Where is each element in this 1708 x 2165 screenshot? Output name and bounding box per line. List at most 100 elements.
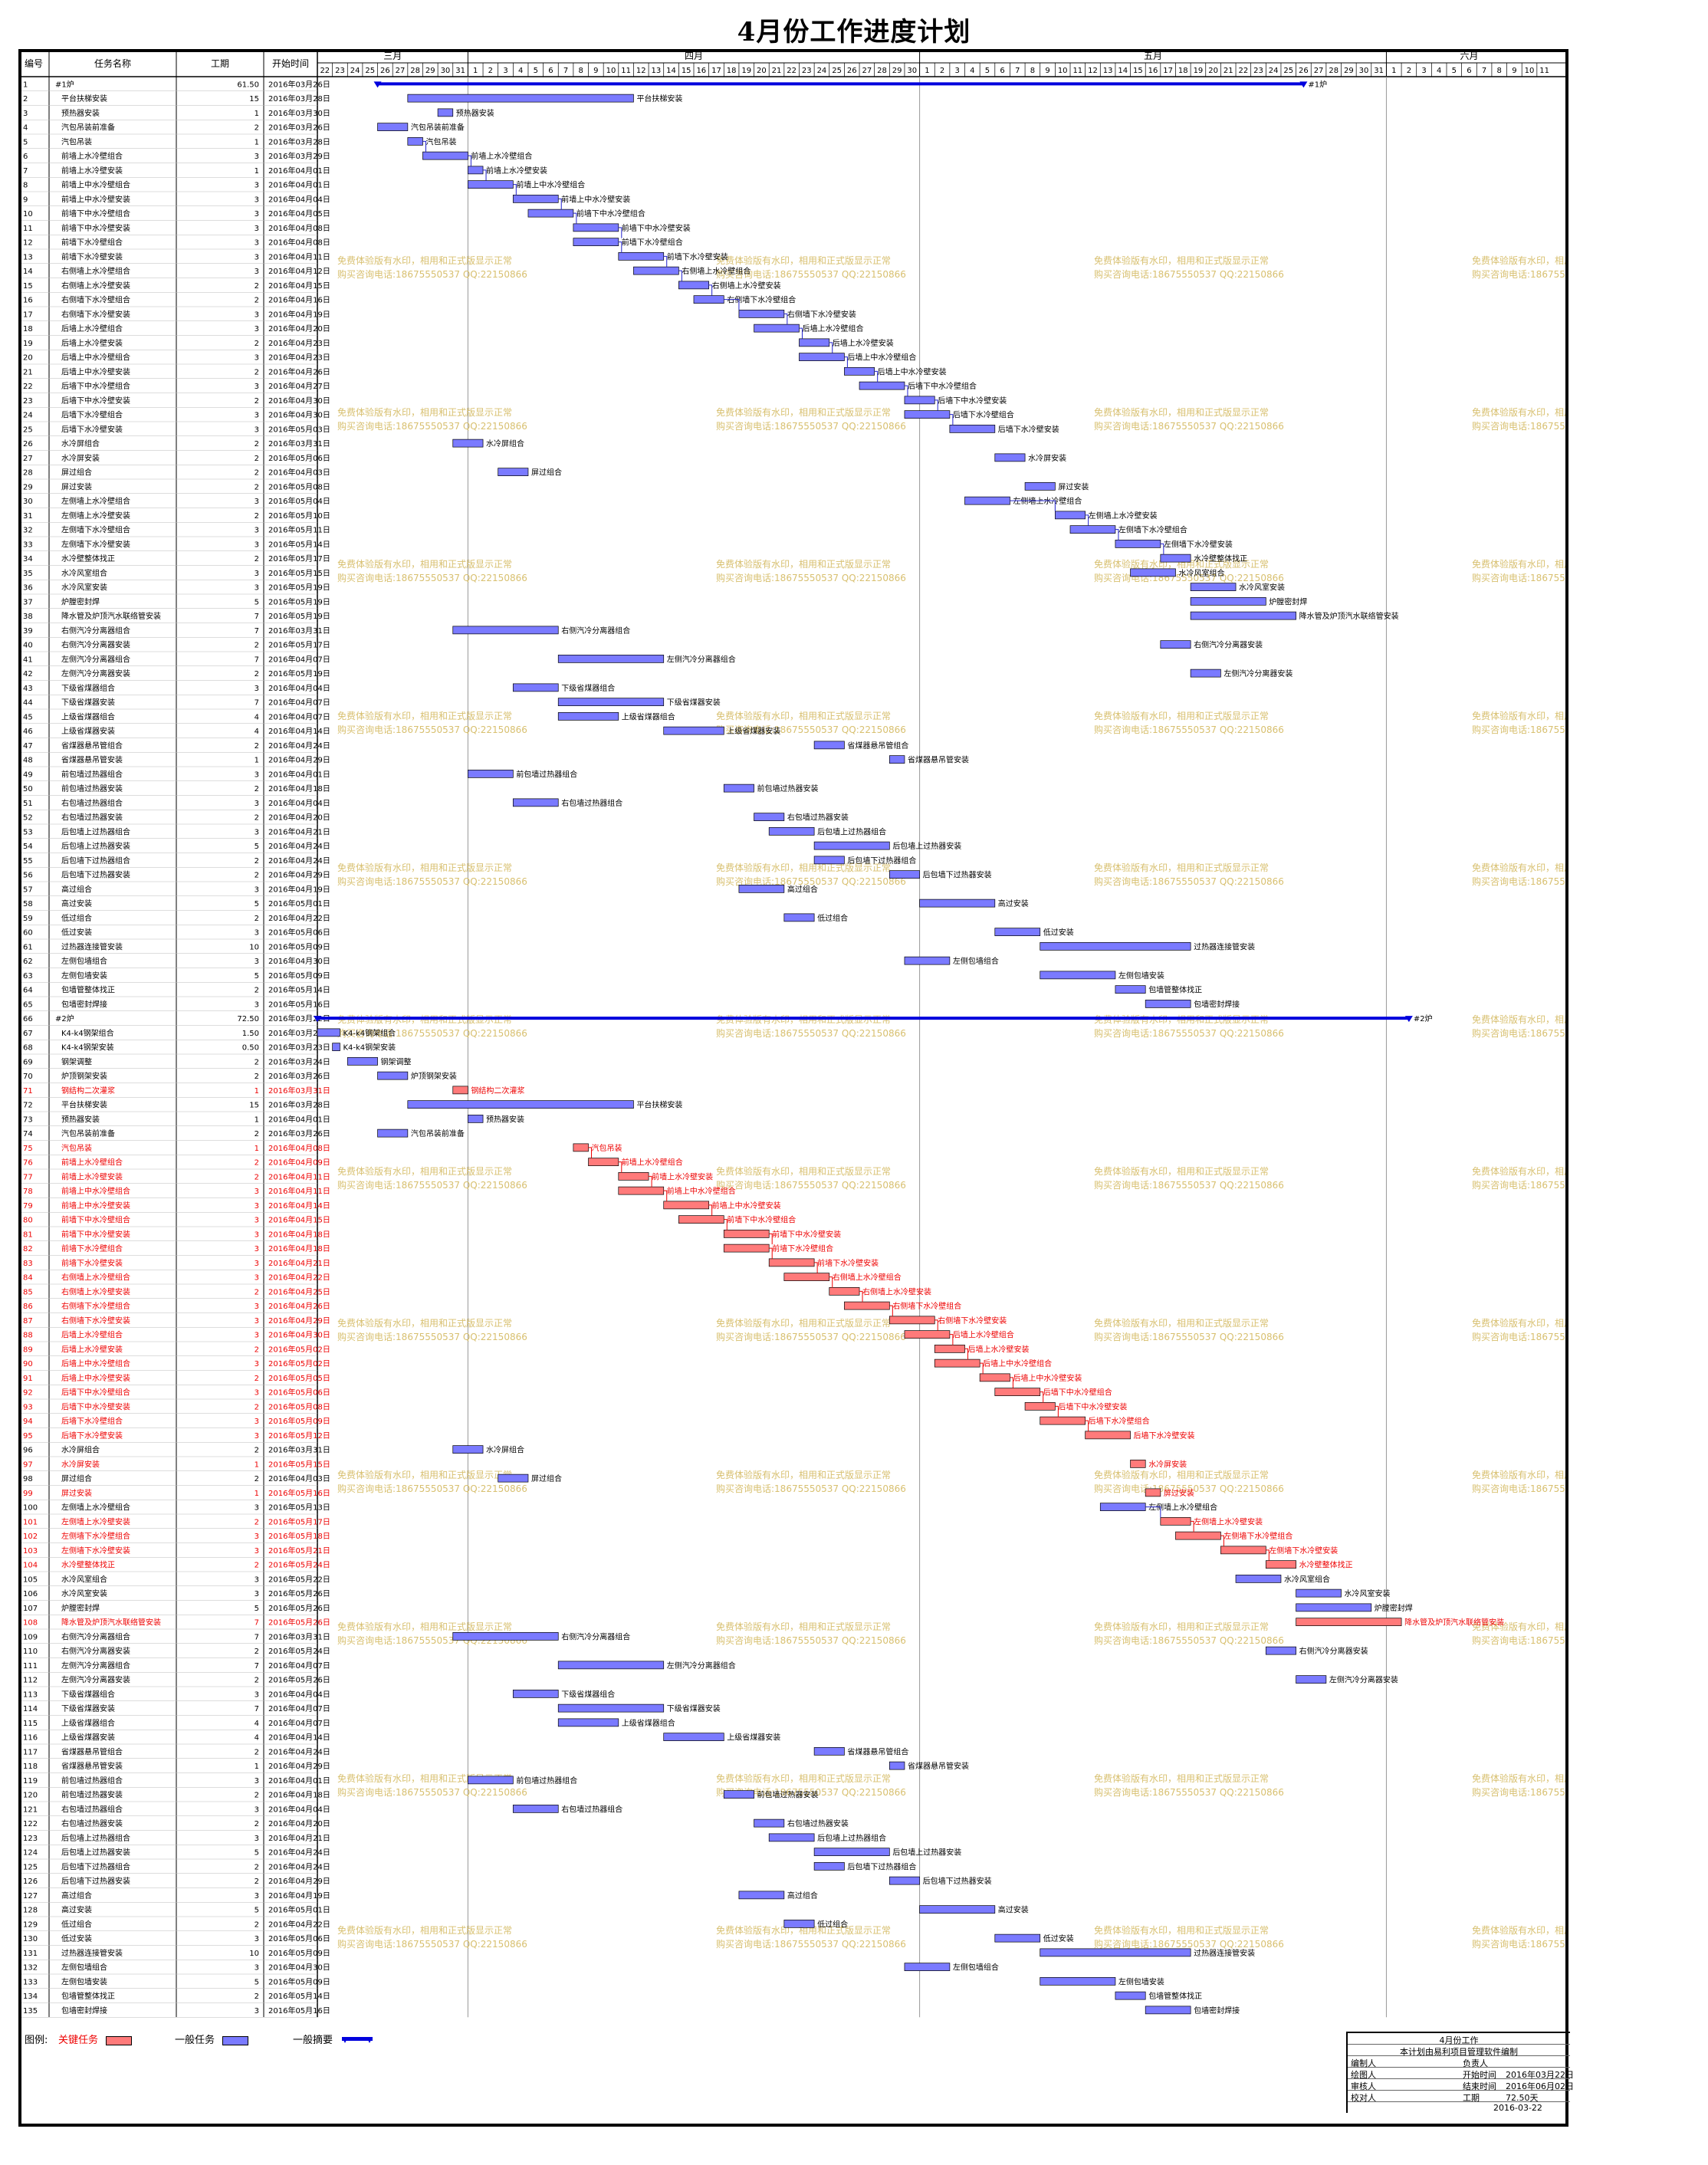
day-label: 17 [1163, 67, 1173, 75]
signoff-label: 校对人 [1351, 2093, 1376, 2103]
task-bar [498, 1473, 529, 1483]
task-duration: 72.50 [237, 1015, 259, 1023]
dependency-link [964, 1348, 969, 1360]
watermark-text: 购买咨询电话:18675550537 QQ:22150866 [1094, 1179, 1284, 1191]
task-id: 21 [23, 368, 33, 376]
task-start: 2016年04月30日 [268, 410, 330, 420]
task-bar-label: 右侧墙上水冷壁组合 [833, 1273, 902, 1283]
day-label: 17 [711, 67, 721, 75]
task-bar-label: 后包墙下过热器组合 [847, 1861, 916, 1871]
task-id: 78 [23, 1188, 33, 1196]
task-start: 2016年04月07日 [268, 654, 330, 664]
watermark-text: 免费体验版有水印，相用和正式版显示正常 [1472, 406, 1568, 418]
task-start: 2016年04月21日 [268, 826, 330, 836]
task-bar-label: 预热器安装 [456, 108, 494, 118]
dependency-link [558, 198, 562, 210]
watermark-text: 购买咨询电话:18675550537 QQ:22150866 [1094, 1331, 1284, 1342]
task-name: 后墙下水冷壁安装 [61, 1431, 123, 1441]
task-id: 10 [23, 210, 33, 218]
task-id: 19 [23, 340, 33, 348]
task-bar-label: 前包墙过热器安装 [757, 1790, 819, 1800]
dependency-link [1055, 1405, 1059, 1418]
task-start: 2016年04月15日 [268, 281, 330, 291]
watermark-text: 购买咨询电话:18675550537 QQ:22150866 [1472, 1634, 1568, 1646]
task-name: 前包墙过热器组合 [61, 1776, 123, 1786]
task-id: 46 [23, 728, 33, 736]
task-bar-label: 后墙下中水冷壁安装 [1058, 1401, 1127, 1411]
task-start: 2016年03月31日 [268, 1445, 330, 1455]
task-name: 后墙上中水冷壁安装 [61, 366, 130, 376]
task-bar [1115, 985, 1146, 994]
day-label: 18 [1178, 67, 1188, 75]
task-bar-label: 炉膛密封焊 [1375, 1603, 1413, 1613]
task-start: 2016年04月08日 [268, 238, 330, 248]
task-name: 汽包吊装 [61, 136, 92, 146]
day-label: 10 [606, 67, 616, 75]
task-start: 2016年04月30日 [268, 956, 330, 966]
task-duration: 3 [255, 1575, 259, 1584]
task-bar [452, 1445, 484, 1454]
watermark-text: 购买咨询电话:18675550537 QQ:22150866 [716, 572, 906, 583]
task-duration: 3 [255, 584, 259, 593]
task-start: 2016年04月19日 [268, 884, 330, 894]
dependency-link [829, 1276, 833, 1288]
task-bar [377, 1071, 409, 1080]
task-start: 2016年04月08日 [268, 223, 330, 233]
task-id: 24 [23, 412, 33, 420]
day-label: 12 [636, 67, 646, 75]
task-start: 2016年05月06日 [268, 453, 330, 463]
task-start: 2016年04月24日 [268, 856, 330, 866]
task-bar-label: 前墙下水冷壁组合 [772, 1243, 833, 1253]
task-name: 平台扶梯安装 [61, 1100, 107, 1110]
watermark-text: 购买咨询电话:18675550537 QQ:22150866 [1472, 420, 1568, 432]
day-label: 2 [1407, 67, 1411, 75]
task-id: 94 [23, 1418, 33, 1426]
task-bar [754, 1818, 785, 1828]
watermark-text: 购买咨询电话:18675550537 QQ:22150866 [1094, 1027, 1284, 1039]
task-duration: 2 [255, 368, 259, 376]
task-bar-label: 后墙上中水冷壁安装 [878, 366, 947, 376]
legend-summary: 一般摘要 [293, 2032, 374, 2046]
task-bar [888, 755, 905, 764]
day-label: 13 [1103, 67, 1113, 75]
day-label: 10 [1058, 67, 1068, 75]
task-duration: 3 [255, 268, 259, 276]
task-duration: 3 [255, 153, 259, 161]
task-start: 2016年03月28日 [268, 136, 330, 146]
day-label: 8 [1497, 67, 1502, 75]
task-duration: 2 [255, 297, 259, 305]
watermark-text: 购买咨询电话:18675550537 QQ:22150866 [337, 572, 527, 583]
watermark-text: 购买咨询电话:18675550537 QQ:22150866 [1094, 724, 1284, 735]
task-start: 2016年04月18日 [268, 1243, 330, 1253]
signoff-title: 4月份工作 [1439, 2035, 1479, 2045]
task-name: 后墙下水冷壁组合 [61, 1416, 123, 1426]
task-start: 2016年04月16日 [268, 295, 330, 305]
task-bar [407, 1100, 634, 1109]
task-start: 2016年04月30日 [268, 1963, 330, 1973]
task-bar-label: 下级省煤器安装 [667, 1703, 721, 1713]
day-label: 12 [1088, 67, 1098, 75]
task-bar-label: 前包墙过热器组合 [516, 769, 577, 779]
task-id: 71 [23, 1087, 33, 1096]
task-name: 水冷屏组合 [61, 1445, 100, 1455]
task-bar-label: 水冷屏组合 [486, 1445, 524, 1455]
watermark-text: 免费体验版有水印，相用和正式版显示正常 [1094, 1469, 1269, 1480]
task-start: 2016年04月03日 [268, 1473, 330, 1483]
watermark-text: 购买咨询电话:18675550537 QQ:22150866 [716, 1634, 906, 1646]
task-duration: 4 [255, 728, 259, 736]
task-duration: 3 [255, 498, 259, 506]
watermark-text: 免费体验版有水印，相用和正式版显示正常 [716, 1924, 891, 1936]
task-id: 37 [23, 598, 33, 606]
task-name: 水冷风室安装 [61, 1588, 107, 1598]
dependency-link [859, 1290, 863, 1303]
task-start: 2016年05月14日 [268, 539, 330, 549]
task-bar [904, 956, 951, 965]
task-start: 2016年03月26日 [268, 1071, 330, 1081]
task-bar [1296, 1675, 1327, 1684]
task-start: 2016年04月08日 [268, 1143, 330, 1153]
task-start: 2016年05月19日 [268, 669, 330, 678]
task-start: 2016年04月11日 [268, 251, 330, 261]
task-bar-label: 水冷风室组合 [1178, 568, 1224, 578]
task-start: 2016年04月12日 [268, 266, 330, 276]
day-label: 6 [548, 67, 553, 75]
